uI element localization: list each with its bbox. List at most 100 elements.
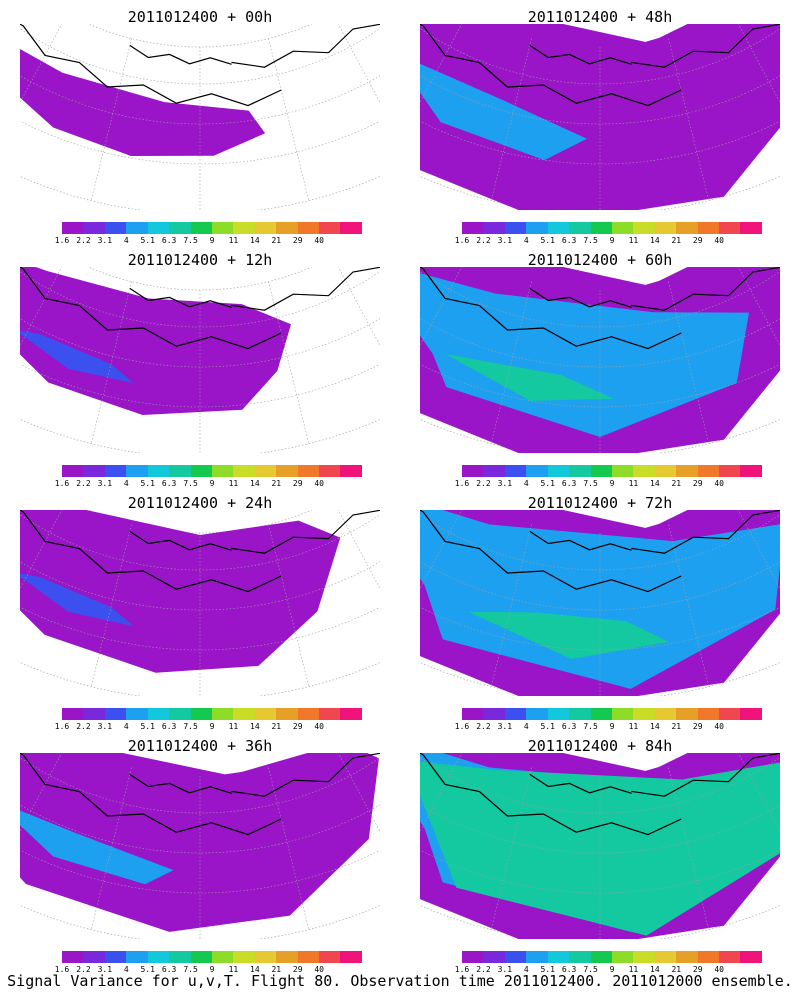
colorbar-swatch [233, 222, 255, 234]
colorbar-swatch [740, 465, 762, 477]
colorbar-tick-label: 40 [314, 965, 324, 974]
signal-contour [420, 63, 587, 161]
forecast-panel: 2011012400 + 00h 1.6 2.2 3.1 4 5.1 6.3 7.5 9 11 14… [0, 0, 400, 250]
colorbar-swatch [526, 465, 548, 477]
colorbar-swatch [104, 951, 127, 963]
colorbar-swatch [126, 951, 148, 963]
colorbar-tick-label: 14 [650, 479, 660, 488]
coastline [420, 510, 682, 593]
signal-contour [20, 267, 291, 415]
coastline [129, 287, 232, 308]
signal-contour [20, 810, 174, 885]
colorbar-tick-label: 21 [271, 479, 282, 488]
colorbar-tick-label: 11 [628, 479, 639, 488]
colorbar-tick-label: 40 [714, 722, 724, 731]
coastline [20, 267, 282, 350]
latitude-line [20, 757, 380, 814]
panel-title: 2011012400 + 36h [127, 737, 273, 755]
colorbar-tick-label: 4 [123, 236, 129, 245]
colorbar-swatch [676, 951, 698, 963]
colorbar-tick-label: 21 [671, 722, 682, 731]
colorbar-swatch [654, 951, 677, 963]
coastline [529, 287, 632, 308]
colorbar-swatch [462, 708, 484, 720]
colorbar-tick-label: 29 [692, 236, 703, 245]
colorbar-swatch [504, 708, 527, 720]
colorbar-swatch [169, 951, 191, 963]
colorbar-swatch [169, 465, 191, 477]
colorbar-tick-label: 3.1 [497, 479, 513, 488]
latitude-line [20, 28, 380, 85]
colorbar-tick-label: 21 [271, 965, 282, 974]
colorbar-tick-label: 1.6 [454, 722, 470, 731]
colorbar-tick-label: 9 [209, 965, 215, 974]
colorbar-tick-label: 21 [671, 965, 682, 974]
colorbar-swatch [340, 465, 362, 477]
coastline [20, 510, 282, 593]
colorbar-tick-label: 3.1 [497, 722, 513, 731]
colorbar-tick-label: 4 [123, 965, 129, 974]
colorbar-tick-label: 7.5 [583, 479, 598, 488]
colorbar-swatch [697, 222, 720, 234]
signal-contour [468, 611, 670, 659]
coastline [231, 267, 380, 311]
colorbar-swatch [526, 708, 548, 720]
colorbar-swatch [719, 951, 741, 963]
colorbar-swatch [719, 708, 741, 720]
colorbar-swatch [569, 951, 591, 963]
colorbar-swatch [211, 465, 234, 477]
colorbar-tick-label: 3.1 [97, 722, 113, 731]
colorbar-tick-label: 7.5 [583, 236, 598, 245]
panel-title: 2011012400 + 72h [527, 494, 673, 512]
colorbar-tick-label: 11 [628, 722, 639, 731]
colorbar-tick-label: 14 [250, 479, 260, 488]
colorbar-swatch [147, 951, 170, 963]
colorbar-swatch [740, 708, 762, 720]
colorbar-swatch [83, 708, 105, 720]
colorbar-swatch [126, 222, 148, 234]
colorbar-tick-label: 11 [228, 479, 239, 488]
latitude-line [420, 757, 780, 814]
signal-contour [420, 761, 780, 936]
colorbar-swatch [504, 465, 527, 477]
colorbar [62, 951, 362, 963]
colorbar-swatch [740, 222, 762, 234]
colorbar-tick-label: 29 [292, 479, 303, 488]
colorbar-ticks: 1.6 2.2 3.1 4 5.1 6.3 7.5 9 11 14 21 29 40 [455, 965, 762, 975]
polar-map [20, 24, 380, 210]
polar-map [420, 267, 780, 453]
colorbar-tick-label: 7.5 [583, 722, 598, 731]
colorbar-tick-label: 21 [271, 722, 282, 731]
colorbar-swatch [654, 465, 677, 477]
colorbar-tick-label: 5.1 [540, 479, 555, 488]
colorbar-ticks: 1.6 2.2 3.1 4 5.1 6.3 7.5 9 11 14 21 29 40 [55, 236, 362, 246]
colorbar-tick-label: 4 [523, 236, 529, 245]
colorbar-tick-label: 5.1 [140, 479, 155, 488]
colorbar [62, 465, 362, 477]
colorbar-tick-label: 4 [123, 722, 129, 731]
polar-map [420, 753, 780, 939]
colorbar-ticks: 1.6 2.2 3.1 4 5.1 6.3 7.5 9 11 14 21 29 40 [455, 479, 762, 489]
colorbar-swatch [547, 708, 570, 720]
colorbar-swatch [83, 465, 105, 477]
coastline [631, 24, 780, 68]
colorbar-tick-label: 7.5 [183, 479, 198, 488]
colorbar-swatch [211, 222, 234, 234]
latitude-line [20, 514, 380, 571]
signal-contour [420, 510, 780, 689]
colorbar-tick-label: 21 [671, 236, 682, 245]
colorbar [462, 222, 762, 234]
colorbar-tick-label: 11 [228, 236, 239, 245]
colorbar-swatch [590, 465, 612, 477]
colorbar-swatch [590, 708, 612, 720]
colorbar-tick-label: 21 [671, 479, 682, 488]
colorbar [462, 465, 762, 477]
latitude-line [420, 271, 780, 328]
colorbar-swatch [190, 465, 212, 477]
colorbar-swatch [697, 951, 720, 963]
colorbar-swatch [254, 465, 277, 477]
colorbar-swatch [654, 222, 677, 234]
colorbar-tick-label: 2.2 [76, 479, 91, 488]
colorbar-swatch [719, 222, 741, 234]
signal-contour [20, 510, 341, 673]
